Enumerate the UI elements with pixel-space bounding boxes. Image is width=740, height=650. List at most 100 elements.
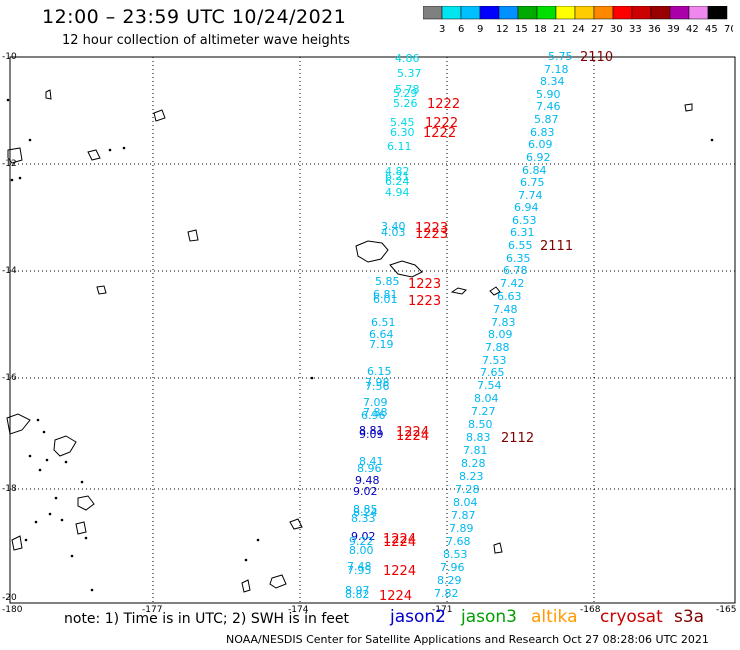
islet-dot bbox=[244, 558, 248, 562]
island-niue bbox=[493, 542, 503, 554]
islet-dot bbox=[84, 536, 88, 540]
swh-label: 8.97 bbox=[345, 584, 370, 597]
islet-dot bbox=[122, 146, 126, 150]
colorbar-label: 33 bbox=[629, 24, 642, 35]
swh-label: 7.54 bbox=[477, 379, 502, 392]
swh-label: 6.84 bbox=[522, 164, 547, 177]
swh-label: 4.82 bbox=[385, 165, 410, 178]
graticule bbox=[10, 57, 735, 603]
pass-time-label: 1224 bbox=[396, 425, 429, 440]
island-savaii bbox=[355, 240, 389, 263]
colorbar-swatch bbox=[460, 6, 481, 20]
swh-label: 7.95 bbox=[347, 564, 372, 577]
swh-label: 6.30 bbox=[390, 126, 415, 139]
island-fiji-2 bbox=[87, 149, 101, 161]
swh-label: 8.82 bbox=[345, 588, 370, 601]
swh-label: 9.02 bbox=[353, 485, 378, 498]
swh-label: 7.88 bbox=[363, 406, 388, 419]
swh-label: 6.53 bbox=[512, 214, 537, 227]
colorbar-label: 18 bbox=[534, 24, 547, 35]
pass-time-label: 1224 bbox=[383, 535, 416, 550]
legend-s3a: s3a bbox=[674, 607, 705, 627]
swh-label: 7.28 bbox=[455, 483, 480, 496]
pass-time-label: 2111 bbox=[540, 239, 573, 254]
colorbar-swatch bbox=[517, 6, 538, 20]
swh-label: 7.48 bbox=[347, 560, 372, 573]
swh-label: 8.83 bbox=[466, 431, 491, 444]
islet-dot bbox=[108, 148, 112, 152]
islet-dot bbox=[34, 520, 38, 524]
islet-dot bbox=[42, 430, 46, 434]
swh-label: 8.53 bbox=[443, 548, 468, 561]
colorbar-swatch bbox=[555, 6, 576, 20]
swh-label: 7.96 bbox=[440, 561, 465, 574]
swh-label: 8.33 bbox=[351, 512, 376, 525]
pass-time-label: 1223 bbox=[408, 277, 441, 292]
colorbar-label: 36 bbox=[648, 24, 661, 35]
y-tick-label: -20 bbox=[2, 593, 17, 603]
swh-label: 6.63 bbox=[497, 290, 522, 303]
islet-dot bbox=[24, 538, 28, 542]
swh-label: 7.83 bbox=[491, 316, 516, 329]
island-tokelau-2 bbox=[45, 89, 52, 100]
swh-label: 7.19 bbox=[369, 338, 394, 351]
swh-label: 6.94 bbox=[514, 201, 539, 214]
pass-time-label: 1224 bbox=[383, 564, 416, 579]
colorbar-swatch bbox=[669, 6, 690, 20]
swh-label: 5.37 bbox=[397, 67, 422, 80]
colorbar-swatch bbox=[536, 6, 557, 20]
colorbar-swatch bbox=[593, 6, 614, 20]
swh-label: 7.89 bbox=[449, 522, 474, 535]
swh-label: 5.45 bbox=[390, 116, 415, 129]
swh-label: 6.31 bbox=[510, 226, 535, 239]
swh-label: 6.83 bbox=[530, 126, 555, 139]
swh-label: 6.15 bbox=[367, 365, 392, 378]
islet-dot bbox=[70, 554, 74, 558]
island-tonga-1 bbox=[289, 518, 303, 530]
swh-label: 6.64 bbox=[369, 328, 394, 341]
swh-label: 7.42 bbox=[500, 277, 525, 290]
colorbar-label: 45 bbox=[705, 24, 718, 35]
island-tonga-2 bbox=[269, 574, 287, 589]
swh-label: 6.55 bbox=[508, 239, 533, 252]
swh-label: 6.24 bbox=[385, 175, 410, 188]
swh-label: 6.92 bbox=[526, 151, 551, 164]
colorbar-swatch bbox=[612, 6, 633, 20]
islet-dot bbox=[36, 418, 40, 422]
swh-label: 6.35 bbox=[506, 252, 531, 265]
colorbar-label: 12 bbox=[496, 24, 509, 35]
swh-label: 8.04 bbox=[453, 496, 478, 509]
legend-cryosat: cryosat bbox=[600, 607, 663, 627]
swh-label: 5.26 bbox=[393, 97, 418, 110]
colorbar-label: 21 bbox=[553, 24, 566, 35]
swh-label: 6.78 bbox=[503, 264, 528, 277]
legend-jason3: jason3 bbox=[461, 607, 517, 627]
island-fiji-7 bbox=[75, 521, 87, 535]
island-upolu bbox=[389, 260, 423, 278]
swh-label: 7.88 bbox=[485, 341, 510, 354]
islet-dot bbox=[64, 460, 68, 464]
swh-label: 8.00 bbox=[349, 544, 374, 557]
swh-label: 5.90 bbox=[536, 88, 561, 101]
pass-time-label: 2112 bbox=[501, 431, 534, 446]
colorbar-label: 30 bbox=[610, 24, 623, 35]
swh-label: 6.81 bbox=[373, 288, 398, 301]
track-labels: 4.86 5.37 5.785.295.26 5.456.306.11 4.826.21… bbox=[345, 50, 613, 604]
swh-label: 8.34 bbox=[540, 75, 565, 88]
swh-label: 5.87 bbox=[534, 113, 559, 126]
colorbar-swatch bbox=[631, 6, 652, 20]
islet-dot bbox=[45, 458, 49, 462]
legend-altika: altika bbox=[531, 607, 578, 627]
island-fiji-5 bbox=[77, 495, 95, 511]
colorbar-label: 6 bbox=[458, 24, 464, 35]
swh-label: 7.56 bbox=[365, 380, 390, 393]
x-tick-label: -168 bbox=[580, 605, 601, 615]
y-tick-label: -14 bbox=[2, 266, 17, 276]
page-subtitle: 12 hour collection of altimeter wave hei… bbox=[62, 33, 350, 48]
swh-label: 4.94 bbox=[385, 186, 410, 199]
colorbar-label: 42 bbox=[686, 24, 699, 35]
islet-dot bbox=[80, 480, 84, 484]
colorbar-swatch bbox=[650, 6, 671, 20]
colorbar-label: 39 bbox=[667, 24, 680, 35]
